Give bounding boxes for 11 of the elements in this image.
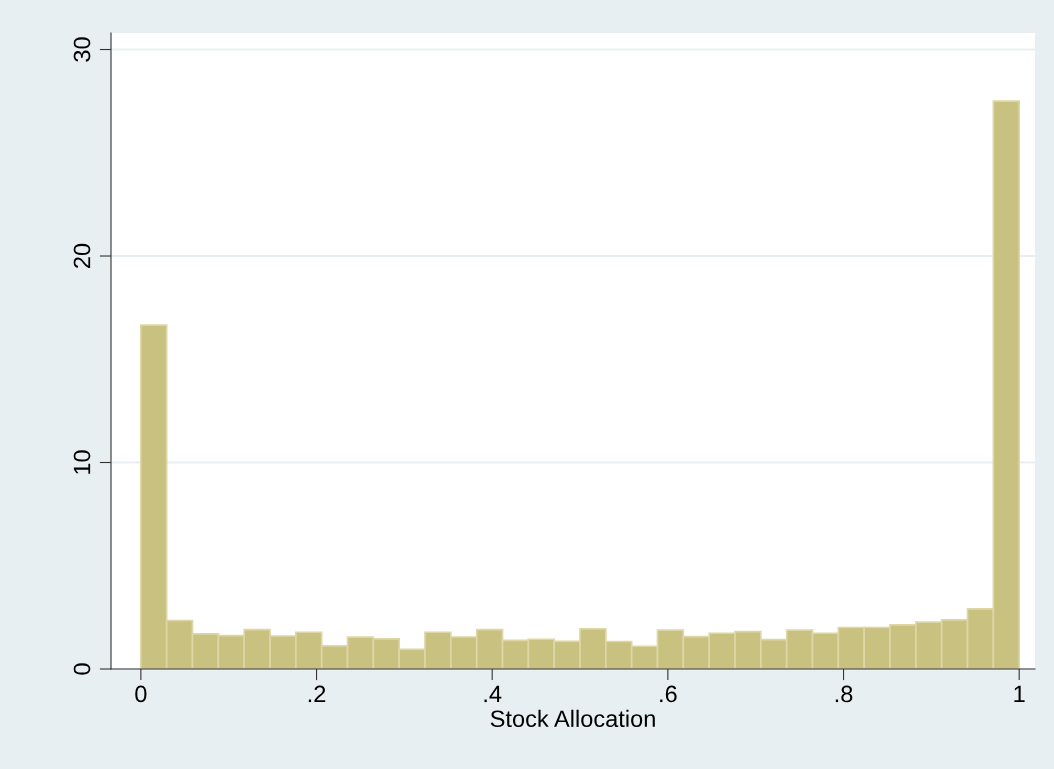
x-tick-label: .8 xyxy=(835,685,853,703)
x-tick-label: 1 xyxy=(1014,685,1025,703)
y-tick-label: 10 xyxy=(73,450,91,474)
x-axis-title: Stock Allocation xyxy=(490,709,655,728)
x-tick-label: 0 xyxy=(135,685,147,703)
y-tick-label: 30 xyxy=(73,37,91,62)
y-tick-label: 0 xyxy=(73,663,91,675)
x-tick-label: .2 xyxy=(308,685,326,703)
x-tick-label: .4 xyxy=(484,685,502,703)
x-tick-label: .6 xyxy=(660,685,677,703)
y-tick-label: 20 xyxy=(73,243,91,268)
